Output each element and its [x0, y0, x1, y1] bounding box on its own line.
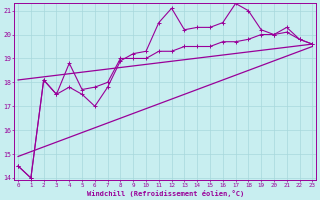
X-axis label: Windchill (Refroidissement éolien,°C): Windchill (Refroidissement éolien,°C) [87, 190, 244, 197]
